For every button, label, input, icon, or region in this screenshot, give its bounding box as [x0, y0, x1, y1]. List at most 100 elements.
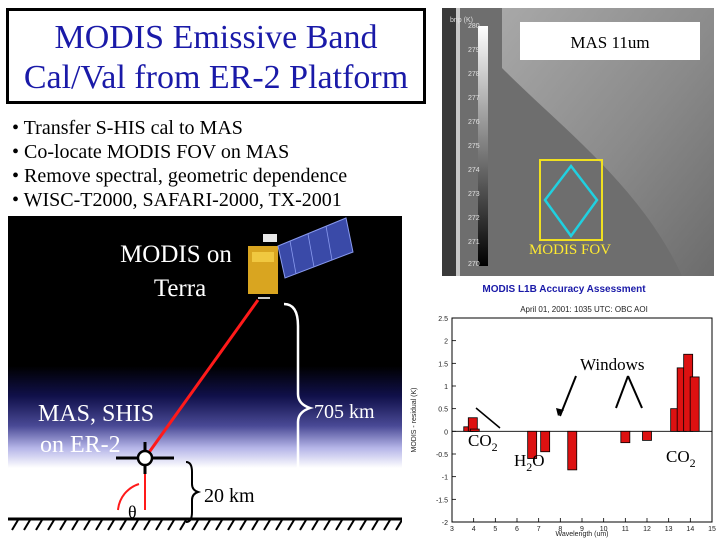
colorbar-tick: 271: [468, 239, 480, 246]
x-tick-label: 13: [665, 526, 673, 533]
fov-label: MODIS FOV: [529, 242, 611, 258]
colorbar-tick: 272: [468, 215, 480, 222]
y-tick-label: -2: [442, 520, 448, 527]
fov-diamond: [543, 163, 599, 239]
y-tick-label: 0.5: [438, 407, 448, 414]
title-box: MODIS Emissive Band Cal/Val from ER-2 Pl…: [6, 8, 426, 104]
x-tick-label: 11: [622, 526, 629, 533]
colorbar-tick: 270: [468, 261, 480, 268]
co2-left-pointer: [475, 407, 501, 429]
geometry-diagram: MODIS on Terra MAS, SHIS on ER-2 θ 705 k…: [8, 217, 402, 531]
colorbar-tick: 275: [468, 143, 480, 150]
mas-scene-feature: [502, 8, 714, 276]
co2-left-subscript: 2: [492, 440, 498, 454]
altitude-label: 705 km: [314, 401, 375, 423]
colorbar-tick: 277: [468, 95, 480, 102]
chart-bar: [620, 430, 631, 444]
chart-subtitle: April 01, 2001: 1035 UTC: OBC AOI: [520, 305, 648, 314]
h2o-text: H: [514, 451, 526, 470]
chart-bar: [540, 430, 551, 453]
windows-arrow-left-head: [556, 408, 564, 416]
colorbar-header: bnp (K): [450, 17, 473, 24]
co2-left-label: CO2: [468, 431, 498, 454]
y-axis-label: MODIS - residual (K): [411, 388, 418, 453]
chart-bar: [527, 430, 538, 459]
aircraft-altitude-brace: [185, 461, 202, 523]
y-tick-label: -1: [442, 475, 448, 482]
x-axis-label: Wavelength (um): [555, 531, 608, 538]
x-tick-label: 15: [708, 526, 716, 533]
mas-strip-edge: [456, 8, 460, 276]
aircraft-label-line-2: on ER-2: [40, 432, 121, 458]
colorbar-tick: 273: [468, 191, 480, 198]
line-of-sight: [143, 299, 260, 459]
colorbar-ticks: 280 279 278 277 276 275 274 273 272 271 …: [468, 23, 480, 268]
chart-bar: [689, 376, 700, 432]
co2-right-subscript: 2: [690, 456, 696, 470]
windows-arrow-right: [627, 375, 643, 409]
bullet-item: • Remove spectral, geometric dependence: [12, 165, 348, 187]
windows-arrow-left: [559, 375, 577, 417]
mas-left-strip: [442, 8, 456, 276]
er2-aircraft-icon: [116, 442, 174, 474]
x-tick-label: 3: [450, 526, 454, 533]
x-axis: 3 4 5 6 7 8 9 10 11 12 13 14 15: [450, 518, 716, 533]
fov-square: [539, 159, 603, 241]
co2-right-label: CO2: [666, 447, 696, 470]
x-tick-label: 5: [493, 526, 497, 533]
y-tick-label: -0.5: [436, 452, 448, 459]
x-tick-label: 14: [686, 526, 694, 533]
angle-arc: [117, 483, 140, 511]
accuracy-chart-panel: MODIS L1B Accuracy Assessment April 01, …: [410, 278, 718, 538]
colorbar-tick: 278: [468, 71, 480, 78]
altitude-brace: [283, 302, 314, 518]
aircraft-label-line-1: MAS, SHIS: [38, 401, 154, 427]
bar-series: [463, 353, 700, 471]
co2-right-text: CO: [666, 447, 690, 466]
h2o-subscript: 2: [526, 460, 532, 474]
title-line-2: Cal/Val from ER-2 Platform: [23, 59, 409, 96]
mas-label-box: [520, 22, 700, 60]
title-line-1: MODIS Emissive Band: [54, 19, 378, 56]
satellite-label-line-1: MODIS on: [120, 241, 232, 268]
x-tick-label: 9: [580, 526, 584, 533]
ground-line: [8, 517, 402, 531]
h2o-tail: O: [532, 451, 544, 470]
chart-bar: [469, 428, 480, 432]
bullet-item: • Transfer S-HIS cal to MAS: [12, 117, 243, 139]
colorbar-tick: 276: [468, 119, 480, 126]
x-tick-label: 8: [558, 526, 562, 533]
h2o-label: H2O: [514, 451, 545, 474]
satellite-icon: [248, 217, 354, 299]
colorbar-tick: 280: [468, 23, 480, 30]
chart-title: MODIS L1B Accuracy Assessment: [482, 284, 646, 295]
bullet-item: • WISC-T2000, SAFARI-2000, TX-2001: [12, 189, 342, 211]
angle-label: θ: [128, 502, 137, 522]
mas-image-panel: bnp (K) 280 279 278 277 276 275 274 273 …: [442, 8, 714, 276]
y-tick-label: 2.5: [438, 316, 448, 323]
chart-bar: [567, 430, 578, 471]
colorbar-tick: 274: [468, 167, 480, 174]
x-tick-label: 10: [600, 526, 608, 533]
mas-label: MAS 11um: [570, 33, 649, 52]
x-tick-label: 4: [472, 526, 476, 533]
bullet-list: • Transfer S-HIS cal to MAS • Co-locate …: [12, 116, 432, 212]
y-tick-label: 2: [444, 339, 448, 346]
x-tick-label: 7: [537, 526, 541, 533]
windows-label: Windows: [580, 355, 644, 374]
x-tick-label: 12: [643, 526, 651, 533]
colorbar: [478, 26, 488, 266]
bullet-item: • Co-locate MODIS FOV on MAS: [12, 141, 290, 163]
x-tick-label: 6: [515, 526, 519, 533]
co2-left-text: CO: [468, 431, 492, 450]
mas-image: bnp (K) 280 279 278 277 276 275 274 273 …: [442, 8, 714, 276]
geometry-scene: MODIS on Terra MAS, SHIS on ER-2 θ 705 k…: [8, 216, 402, 532]
aircraft-altitude-label: 20 km: [204, 485, 255, 507]
y-tick-label: -1.5: [436, 497, 448, 504]
y-tick-label: 0: [444, 429, 448, 436]
accuracy-chart: MODIS L1B Accuracy Assessment April 01, …: [410, 278, 718, 538]
colorbar-tick: 279: [468, 47, 480, 54]
y-tick-label: 1: [444, 384, 448, 391]
y-axis: 2.5 2 1.5 1 0.5 0 -0.5 -1 -1.5 -2: [436, 316, 456, 527]
windows-arrow-mid: [615, 375, 629, 409]
